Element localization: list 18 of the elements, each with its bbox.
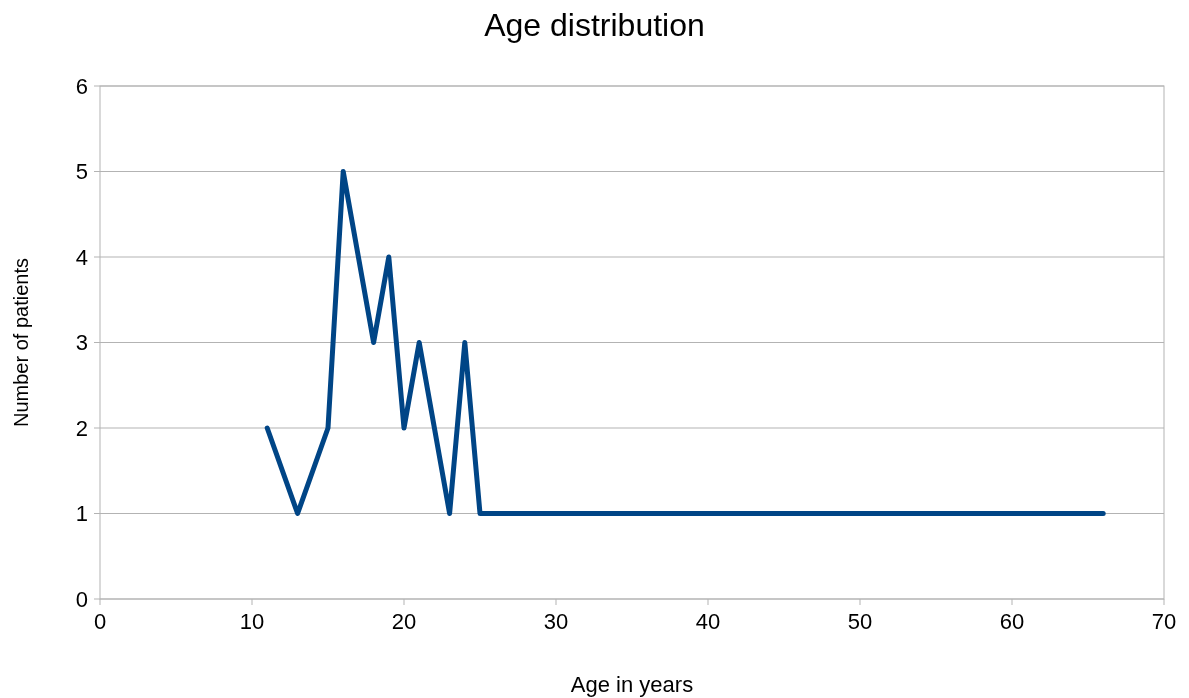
- y-tick-label: 6: [75, 73, 88, 99]
- x-tick-label: 60: [999, 609, 1025, 634]
- x-tick-label: 10: [239, 609, 265, 634]
- y-tick-label: 0: [75, 586, 88, 612]
- y-tick-label: 2: [75, 415, 88, 441]
- x-tick-label: 40: [695, 609, 721, 634]
- y-tick-label: 5: [75, 159, 88, 185]
- x-tick-label: 20: [391, 609, 417, 634]
- y-tick-label: 3: [75, 330, 88, 356]
- x-tick-label: 30: [543, 609, 569, 634]
- x-tick-label: 50: [847, 609, 873, 634]
- y-axis-title: Number of patients: [10, 258, 32, 427]
- y-tick-label: 1: [75, 501, 88, 527]
- x-tick-label: 0: [93, 609, 107, 634]
- y-tick-label: 4: [75, 244, 88, 270]
- x-tick-label: 70: [1151, 609, 1177, 634]
- x-axis-title: Age in years: [570, 672, 694, 697]
- chart-title: Age distribution: [484, 7, 705, 43]
